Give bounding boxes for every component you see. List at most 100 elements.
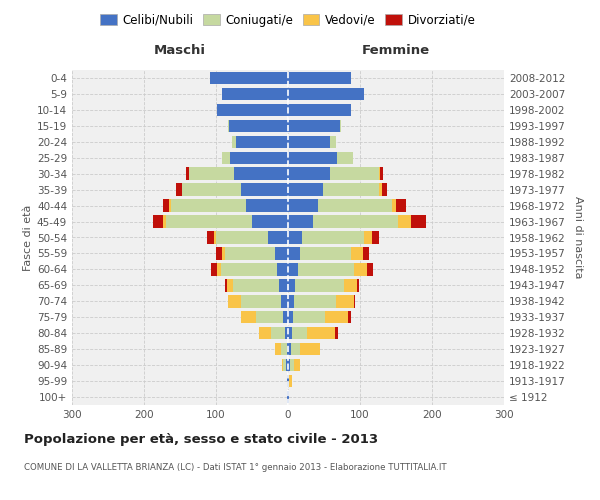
Bar — [330, 168, 379, 180]
Bar — [234, 168, 288, 180]
Bar — [288, 391, 289, 403]
Bar — [379, 184, 382, 196]
Bar — [232, 136, 236, 148]
Bar — [256, 311, 283, 324]
Bar — [281, 359, 283, 372]
Bar — [352, 247, 363, 260]
Bar — [357, 279, 359, 291]
Bar — [288, 72, 352, 84]
Bar — [206, 232, 214, 243]
Bar — [288, 247, 299, 260]
Bar — [293, 311, 325, 324]
Bar — [288, 279, 295, 291]
Bar — [290, 359, 294, 372]
Bar — [325, 311, 349, 324]
Bar — [214, 232, 216, 243]
Bar — [288, 168, 330, 180]
Bar — [226, 279, 227, 291]
Bar — [411, 216, 425, 228]
Bar — [288, 216, 313, 228]
Bar — [286, 359, 288, 372]
Bar — [217, 263, 221, 276]
Text: Maschi: Maschi — [154, 44, 206, 58]
Bar — [241, 295, 281, 308]
Bar — [287, 343, 288, 355]
Bar — [230, 152, 288, 164]
Bar — [277, 263, 288, 276]
Text: Femmine: Femmine — [362, 44, 430, 58]
Bar — [380, 168, 383, 180]
Bar — [294, 295, 335, 308]
Bar — [259, 327, 271, 340]
Bar — [379, 168, 380, 180]
Bar — [294, 359, 299, 372]
Bar — [288, 263, 298, 276]
Bar — [363, 247, 368, 260]
Bar — [210, 72, 288, 84]
Bar — [288, 88, 364, 100]
Bar — [236, 136, 288, 148]
Bar — [285, 327, 288, 340]
Y-axis label: Fasce di età: Fasce di età — [23, 204, 33, 270]
Bar — [298, 263, 354, 276]
Bar — [224, 247, 275, 260]
Bar — [275, 343, 281, 355]
Bar — [340, 120, 341, 132]
Bar — [288, 343, 291, 355]
Bar — [288, 232, 302, 243]
Bar — [222, 152, 230, 164]
Bar — [288, 359, 290, 372]
Bar — [246, 200, 288, 212]
Bar — [283, 359, 286, 372]
Bar — [169, 200, 170, 212]
Bar — [211, 263, 217, 276]
Bar — [163, 216, 166, 228]
Bar — [287, 391, 288, 403]
Bar — [295, 279, 344, 291]
Bar — [176, 184, 182, 196]
Bar — [229, 120, 288, 132]
Bar — [280, 279, 288, 291]
Bar — [222, 88, 288, 100]
Bar — [288, 152, 337, 164]
Bar — [241, 184, 288, 196]
Bar — [216, 247, 222, 260]
Bar — [313, 216, 398, 228]
Bar — [190, 168, 234, 180]
Bar — [292, 327, 307, 340]
Bar — [182, 184, 241, 196]
Bar — [275, 247, 288, 260]
Bar — [392, 200, 396, 212]
Bar — [222, 247, 224, 260]
Bar — [163, 200, 169, 212]
Bar — [330, 136, 335, 148]
Bar — [288, 184, 323, 196]
Bar — [217, 104, 288, 116]
Bar — [337, 152, 353, 164]
Bar — [372, 232, 379, 243]
Bar — [288, 200, 318, 212]
Bar — [186, 168, 190, 180]
Bar — [288, 136, 330, 148]
Text: COMUNE DI LA VALLETTA BRIANZA (LC) - Dati ISTAT 1° gennaio 2013 - Elaborazione T: COMUNE DI LA VALLETTA BRIANZA (LC) - Dat… — [24, 462, 446, 471]
Bar — [353, 295, 355, 308]
Text: Popolazione per età, sesso e stato civile - 2013: Popolazione per età, sesso e stato civil… — [24, 432, 378, 446]
Bar — [299, 247, 352, 260]
Bar — [228, 295, 241, 308]
Bar — [349, 311, 352, 324]
Bar — [302, 232, 364, 243]
Bar — [398, 216, 411, 228]
Bar — [227, 279, 233, 291]
Bar — [307, 327, 335, 340]
Bar — [288, 104, 352, 116]
Bar — [287, 375, 288, 388]
Bar — [364, 232, 372, 243]
Bar — [344, 279, 357, 291]
Bar — [283, 311, 288, 324]
Bar — [288, 311, 293, 324]
Bar — [271, 327, 285, 340]
Bar — [288, 327, 292, 340]
Bar — [382, 184, 388, 196]
Bar — [354, 263, 367, 276]
Bar — [233, 279, 280, 291]
